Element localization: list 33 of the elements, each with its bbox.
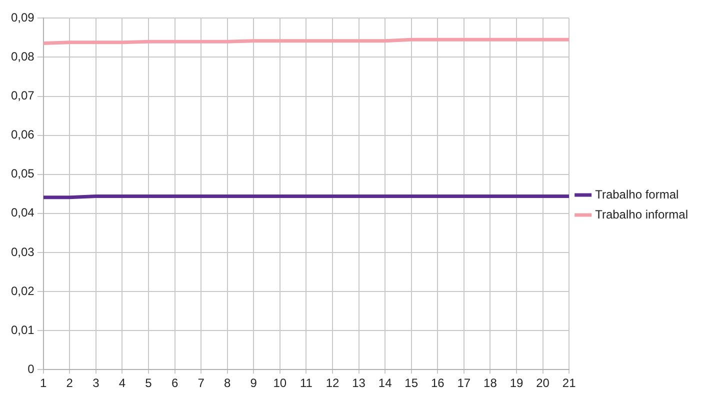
x-tick-label: 17 (457, 376, 471, 390)
y-tick-label: 0,04 (10, 206, 35, 220)
x-tick-label: 5 (145, 376, 152, 390)
x-tick-label: 8 (224, 376, 232, 390)
x-tick-label: 9 (250, 376, 258, 390)
legend-label: Trabalho formal (595, 187, 679, 202)
x-tick-label: 4 (118, 376, 126, 390)
x-tick-label: 1 (40, 376, 48, 390)
y-tick-label: 0,08 (10, 50, 35, 64)
y-tick-label: 0 (28, 362, 35, 376)
y-tick-label: 0,07 (10, 88, 35, 103)
x-tick-label: 16 (430, 376, 445, 390)
y-tick-label: 0,06 (10, 128, 35, 142)
x-tick-label: 20 (536, 376, 550, 390)
x-tick-label: 21 (562, 376, 576, 390)
x-tick-label: 11 (300, 376, 313, 390)
x-tick-label: 18 (484, 376, 498, 390)
x-tick-label: 19 (510, 376, 524, 390)
x-tick-label: 6 (171, 376, 178, 390)
x-tick-label: 12 (326, 376, 340, 390)
x-tick-label: 2 (66, 376, 74, 390)
legend-label: Trabalho informal (595, 207, 688, 222)
y-tick-label: 0,03 (10, 244, 35, 259)
y-tick-label: 0,09 (10, 10, 35, 25)
x-tick-label: 10 (273, 376, 287, 390)
y-tick-label: 0,01 (10, 322, 35, 337)
x-tick-label: 15 (404, 376, 418, 390)
y-tick-label: 0,05 (10, 166, 35, 181)
x-tick-label: 13 (352, 376, 366, 390)
x-tick-label: 7 (198, 376, 205, 390)
x-tick-label: 3 (92, 376, 100, 390)
x-tick-label: 14 (378, 376, 392, 390)
y-tick-label: 0,02 (10, 284, 35, 298)
